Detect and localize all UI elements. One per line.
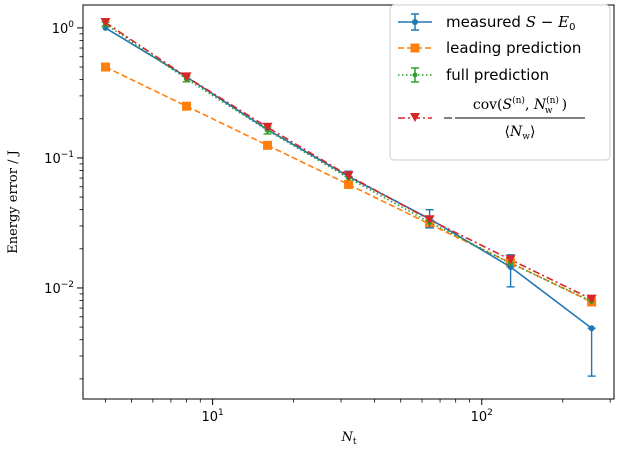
legend-label-covariance-numerator: cov(S(n), N(n) w)	[473, 95, 567, 116]
point-leading	[100, 62, 110, 72]
legend: measured S − E0 leading prediction full …	[389, 4, 611, 161]
point-leading	[344, 179, 354, 189]
legend-entry-full: full prediction	[398, 66, 549, 84]
ticks-layer: 101 102 100 10−1 10−2	[44, 20, 611, 425]
y-tick-label: 100	[52, 20, 75, 37]
legend-label-measured: measured S − E0	[446, 13, 575, 33]
y-tick-label: 10−2	[44, 280, 74, 297]
legend-frame	[389, 4, 611, 161]
y-tick-label: 10−1	[44, 150, 74, 167]
point-covariance	[424, 215, 435, 225]
legend-entry-leading: leading prediction	[398, 39, 581, 57]
point-covariance	[262, 122, 273, 132]
legend-label-covariance-denominator: ⟨Nw⟩	[505, 124, 536, 142]
y-axis-label: Energy error / J	[6, 150, 21, 254]
point-covariance	[586, 294, 597, 304]
plot-frame	[82, 4, 615, 400]
legend-entry-measured: measured S − E0	[398, 13, 575, 33]
point-leading	[263, 140, 273, 150]
point-measured	[507, 263, 514, 270]
series-covariance	[100, 18, 597, 304]
x-tick-label: 101	[201, 408, 223, 425]
legend-marker-leading	[410, 43, 420, 53]
legend-entry-covariance: cov(S(n), N(n) w) ⟨Nw⟩	[398, 95, 585, 142]
series-layer	[100, 18, 597, 377]
x-axis-label: Nt	[341, 430, 357, 447]
point-covariance	[343, 171, 354, 181]
point-leading	[182, 101, 192, 111]
legend-marker-measured	[412, 19, 418, 25]
legend-label-full: full prediction	[446, 66, 549, 84]
legend-marker-covariance	[410, 113, 420, 122]
legend-marker-full	[412, 72, 418, 78]
point-covariance	[505, 255, 516, 265]
legend-label-leading: leading prediction	[446, 39, 581, 57]
point-covariance	[100, 18, 111, 28]
point-measured	[588, 325, 595, 332]
x-tick-label: 102	[471, 408, 493, 425]
point-covariance	[181, 72, 192, 82]
